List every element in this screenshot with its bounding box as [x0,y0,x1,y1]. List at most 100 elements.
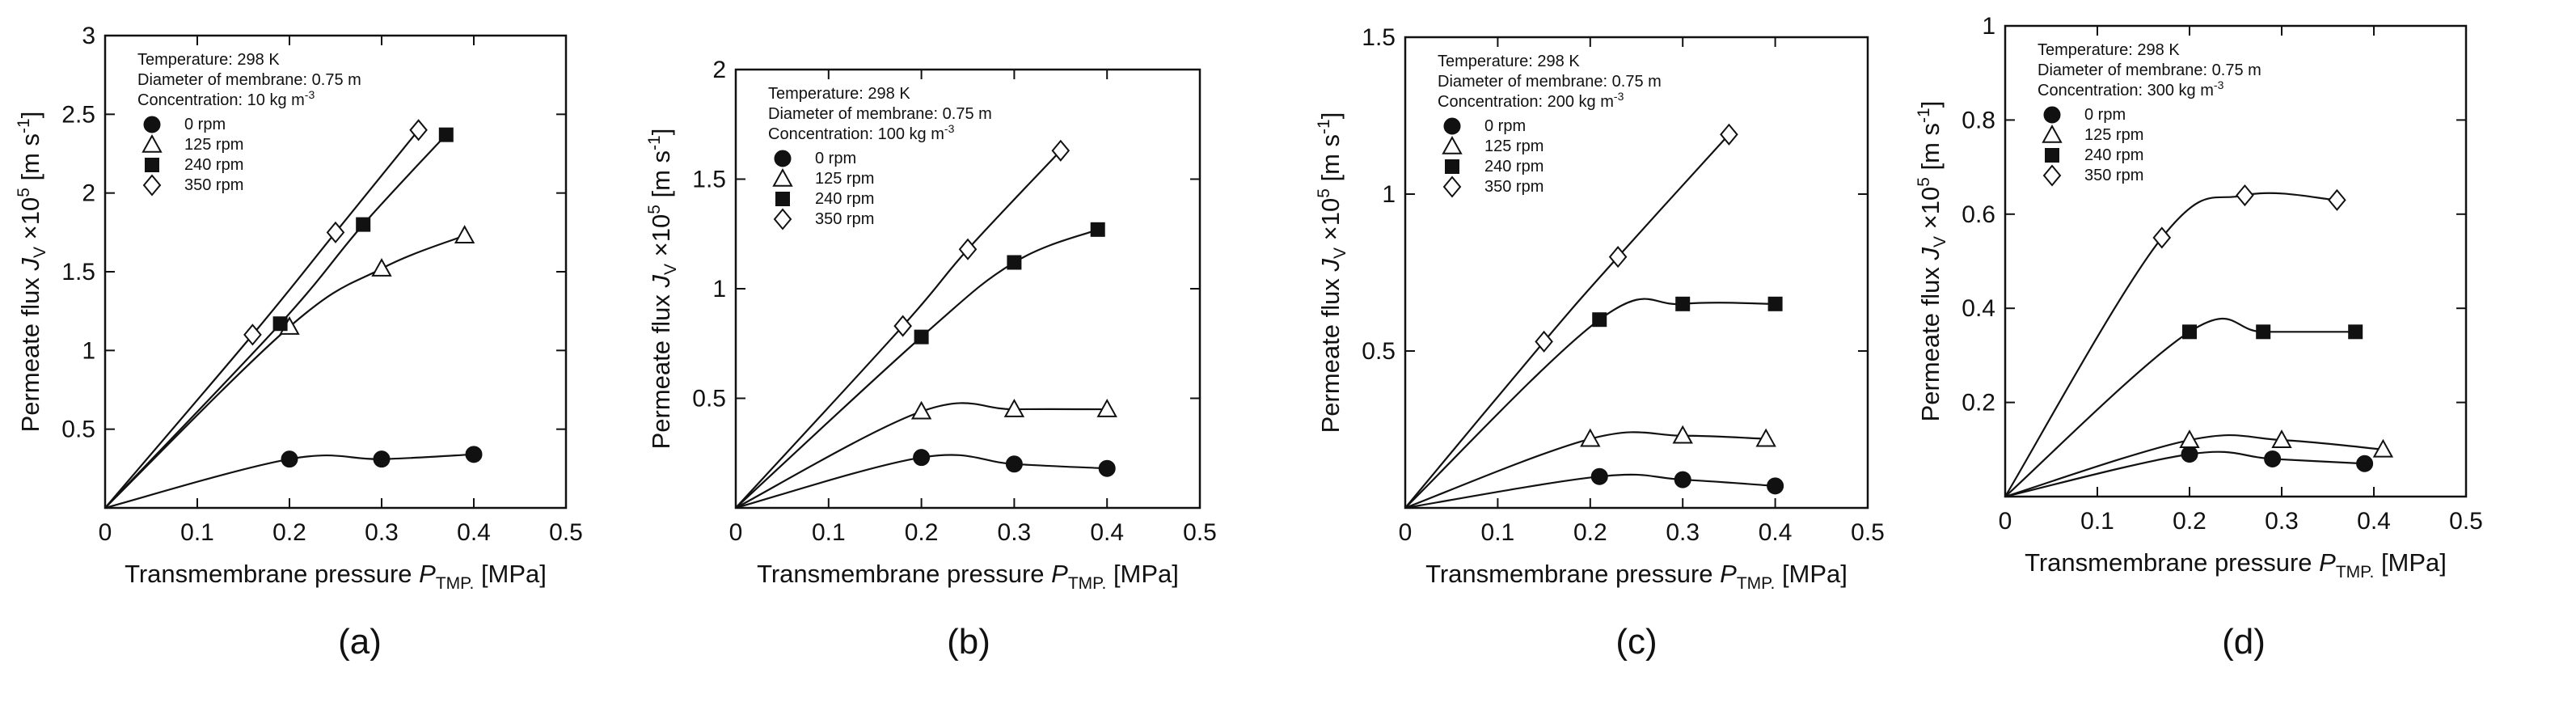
x-tick-label: 0.3 [998,519,1032,546]
x-tick-label: 0.5 [1851,519,1885,546]
data-point-125-rpm [910,400,932,420]
data-point-350-rpm [893,315,912,337]
legend-label: 125 rpm [1484,137,1543,155]
data-point-240-rpm [272,316,288,332]
data-point-0-rpm [2181,446,2198,463]
legend-label: 350 rpm [1484,178,1543,196]
legend-marker [1445,159,1459,174]
series-line-240-rpm [735,228,1099,509]
x-tick-label: 0.4 [1759,519,1793,546]
chart-panel-2: 0 0.1 0.2 0.3 0.4 0.5 0.5 1 1.5 2 Transmembrane pr… [645,57,1217,662]
series-line-125-rpm [2004,433,2384,498]
data-point-125-rpm [1003,398,1025,417]
series-line-240-rpm [104,133,447,509]
series-line-0-rpm [1404,473,1776,510]
legend-marker [775,192,790,206]
data-point-350-rpm [409,119,428,142]
x-tick-label: 0.1 [2080,508,2114,535]
x-tick-label: 0.2 [272,519,306,546]
legend-label: 0 rpm [815,150,856,167]
series-line-350-rpm [735,150,1062,509]
legend-marker [1443,117,1461,135]
series-line-350-rpm [1404,133,1730,509]
y-tick-label: 0.5 [692,386,726,412]
x-axis-label: Transmembrane pressure PTMP. [MPa] [125,560,547,593]
data-point-0-rpm [465,446,483,463]
series-line-125-rpm [1404,431,1767,510]
series-line-240-rpm [2004,317,2356,497]
y-tick-label: 0.5 [61,417,95,443]
x-tick-label: 0.5 [2449,508,2483,535]
data-point-240-rpm [438,127,454,142]
y-tick-label: 2 [712,57,726,83]
info-concentration: Concentration: 10 kg m-3 [137,88,315,109]
legend-marker [145,158,159,172]
y-tick-label: 3 [82,23,95,49]
x-tick-label: 0.5 [549,519,583,546]
data-point-125-rpm [2179,429,2200,448]
data-point-350-rpm [2236,184,2254,207]
y-tick-label: 1 [82,337,95,364]
data-point-240-rpm [1007,255,1022,270]
info-diameter: Diameter of membrane: 0.75 m [1438,73,1662,91]
series-line-0-rpm [735,454,1108,510]
series-line-0-rpm [2004,450,2365,498]
x-tick-label: 0.1 [812,519,846,546]
legend-marker [2045,148,2059,163]
info-concentration: Concentration: 200 kg m-3 [1438,90,1624,111]
y-tick-label: 0.6 [1962,201,1995,228]
data-point-0-rpm [2264,450,2282,467]
x-tick-label: 0.2 [1573,519,1607,546]
legend-marker [1442,135,1463,154]
data-point-240-rpm [1767,296,1783,311]
x-tick-label: 0 [99,519,112,546]
info-diameter: Diameter of membrane: 0.75 m [2038,61,2261,79]
x-tick-label: 0.2 [905,519,939,546]
info-temperature: Temperature: 298 K [1438,53,1580,70]
legend-marker [2042,164,2062,187]
legend-label: 240 rpm [2084,146,2143,164]
legend-marker [772,167,793,187]
x-tick-label: 0.3 [2265,508,2299,535]
x-tick-label: 0.4 [2357,508,2391,535]
info-diameter: Diameter of membrane: 0.75 m [768,105,992,123]
legend-marker [2042,124,2063,143]
data-point-350-rpm [326,221,345,243]
legend-label: 0 rpm [2084,106,2126,124]
info-temperature: Temperature: 298 K [2038,41,2180,59]
legend-label: 350 rpm [815,210,874,228]
x-tick-label: 0 [1399,519,1413,546]
data-point-240-rpm [1090,222,1105,237]
data-point-0-rpm [1005,455,1023,473]
x-tick-label: 0.3 [365,519,399,546]
data-point-350-rpm [243,324,262,346]
series-line-350-rpm [104,129,420,509]
data-point-125-rpm [371,258,392,277]
legend-label: 0 rpm [1484,117,1526,135]
y-axis-label: Permeate flux JV ×105 [m s-1] [1915,101,1949,422]
x-tick-label: 0.4 [457,519,491,546]
data-point-240-rpm [1592,312,1607,328]
x-tick-label: 0.2 [2173,508,2206,535]
data-point-240-rpm [914,329,929,345]
y-tick-label: 0.2 [1962,390,1995,417]
panel-label: (a) [338,622,382,662]
data-point-350-rpm [2328,188,2346,211]
legend-label: 240 rpm [815,190,874,208]
data-point-125-rpm [2271,429,2292,448]
data-point-350-rpm [2152,226,2172,249]
series-line-0-rpm [104,453,475,510]
y-axis-label: Permeate flux JV ×105 [m s-1] [15,112,49,433]
data-point-0-rpm [2356,455,2374,472]
data-point-350-rpm [1608,246,1628,269]
series-line-240-rpm [1404,298,1776,509]
panel-label: (b) [947,622,990,662]
legend-marker [143,116,161,133]
series-line-125-rpm [735,402,1108,509]
data-point-125-rpm [1672,425,1693,444]
x-axis-label: Transmembrane pressure PTMP. [MPa] [757,560,1179,593]
series-line-350-rpm [2004,192,2337,497]
legend-marker [141,133,163,153]
y-tick-label: 1 [712,276,726,302]
